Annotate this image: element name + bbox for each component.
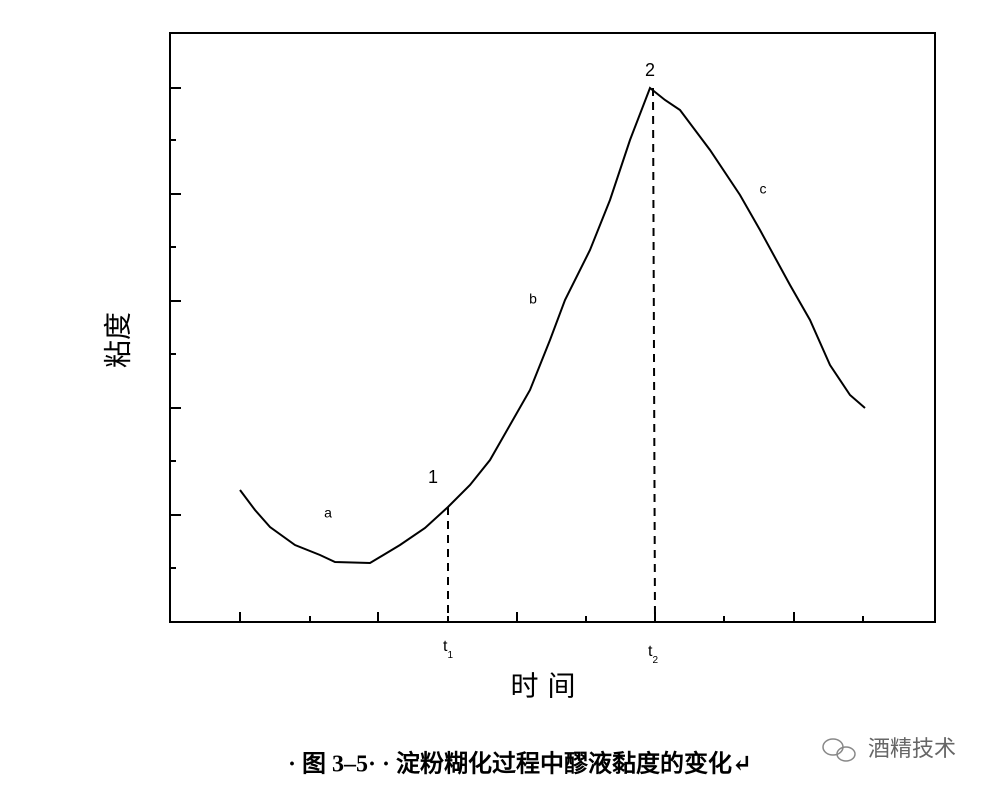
x-axis-label: 时 间 bbox=[511, 670, 576, 703]
t2-label: t2 bbox=[648, 643, 658, 665]
t1-sub: 1 bbox=[447, 650, 453, 661]
icon-bubble bbox=[836, 746, 856, 762]
segment-label: b bbox=[529, 291, 537, 307]
t1-base: t bbox=[443, 638, 448, 655]
t2-sub: 2 bbox=[652, 655, 658, 666]
point-label: 2 bbox=[645, 60, 655, 80]
t2-dashed-line bbox=[652, 87, 656, 623]
point-label: 1 bbox=[428, 467, 438, 487]
t2-base: t bbox=[648, 643, 653, 660]
segment-label: a bbox=[324, 505, 332, 521]
plot-frame bbox=[169, 32, 936, 623]
y-axis-label: 粘度 bbox=[102, 312, 135, 368]
watermark-icon bbox=[822, 738, 856, 762]
viscosity-curve bbox=[239, 86, 866, 565]
caption: · 图 3–5· · 淀粉糊化过程中醪液黏度的变化↵ bbox=[288, 750, 752, 778]
t1-label: t1 bbox=[443, 638, 453, 660]
segment-label: c bbox=[760, 181, 767, 197]
watermark: 酒精技术 bbox=[868, 736, 956, 761]
y-ticks bbox=[170, 87, 181, 569]
